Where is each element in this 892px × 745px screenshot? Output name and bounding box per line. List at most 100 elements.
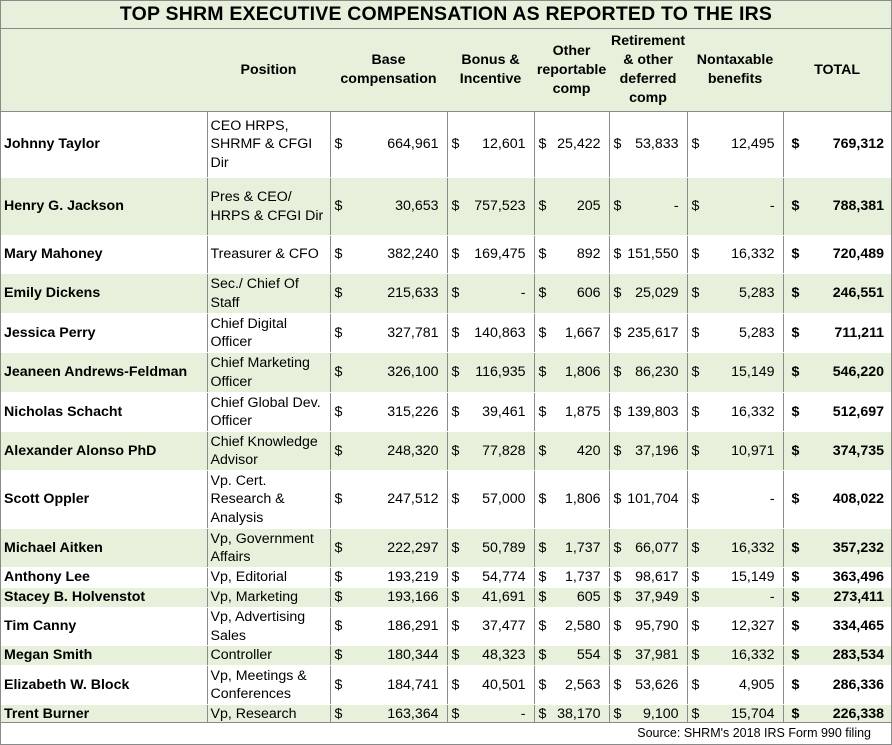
total-value: 273,411 — [805, 587, 892, 608]
currency-symbol: $ — [686, 111, 702, 178]
retirement-value: 25,029 — [623, 273, 688, 314]
currency-symbol: $ — [446, 235, 462, 274]
currency-symbol: $ — [782, 607, 806, 646]
currency-symbol: $ — [782, 177, 806, 236]
other-value: 1,806 — [548, 352, 610, 393]
header-name — [1, 29, 207, 112]
other-value: 1,737 — [548, 528, 610, 568]
employee-name: Emily Dickens — [1, 273, 207, 314]
currency-symbol: $ — [608, 352, 624, 393]
base-value: 327,781 — [344, 313, 448, 353]
sheet-title: TOP SHRM EXECUTIVE COMPENSATION AS REPOR… — [1, 1, 891, 29]
header-position: Position — [207, 29, 330, 112]
employee-position: Vp, Meetings & Conferences — [206, 665, 331, 705]
currency-symbol: $ — [686, 587, 702, 608]
retirement-value: 235,617 — [623, 313, 688, 353]
currency-symbol: $ — [446, 313, 462, 353]
currency-symbol: $ — [330, 528, 344, 568]
nontaxable-value: 16,332 — [701, 645, 784, 666]
currency-symbol: $ — [686, 607, 702, 646]
other-value: 205 — [548, 177, 610, 236]
currency-symbol: $ — [782, 111, 806, 178]
header-nontaxable: Nontaxable benefits — [687, 29, 784, 112]
total-value: 711,211 — [805, 313, 892, 353]
retirement-value: 139,803 — [623, 392, 688, 432]
employee-position: Vp, Marketing — [206, 587, 331, 608]
table-row: Nicholas Schacht Chief Global Dev. Office… — [1, 392, 892, 432]
employee-name: Mary Mahoney — [1, 235, 207, 274]
currency-symbol: $ — [446, 607, 462, 646]
header-bonus: Bonus & Incentive — [447, 29, 535, 112]
bonus-value: - — [461, 273, 535, 314]
currency-symbol: $ — [608, 665, 624, 705]
currency-symbol: $ — [533, 567, 549, 588]
currency-symbol: $ — [446, 352, 462, 393]
currency-symbol: $ — [608, 567, 624, 588]
base-value: 382,240 — [344, 235, 448, 274]
currency-symbol: $ — [533, 704, 549, 725]
table-row: Michael Aitken Vp, Government Affairs $222… — [1, 528, 892, 568]
total-value: 546,220 — [805, 352, 892, 393]
employee-name: Scott Oppler — [1, 470, 207, 529]
header-retirement: Retirement & other deferred comp — [609, 29, 688, 112]
retirement-value: 98,617 — [623, 567, 688, 588]
currency-symbol: $ — [782, 352, 806, 393]
currency-symbol: $ — [330, 665, 344, 705]
nontaxable-value: 12,327 — [701, 607, 784, 646]
employee-position: Chief Global Dev. Officer — [206, 392, 331, 432]
currency-symbol: $ — [330, 111, 344, 178]
base-value: 193,166 — [344, 587, 448, 608]
currency-symbol: $ — [533, 607, 549, 646]
employee-name: Jeaneen Andrews-Feldman — [1, 352, 207, 393]
base-value: 247,512 — [344, 470, 448, 529]
other-value: 420 — [548, 431, 610, 471]
currency-symbol: $ — [330, 470, 344, 529]
currency-symbol: $ — [686, 528, 702, 568]
currency-symbol: $ — [446, 567, 462, 588]
retirement-value: 101,704 — [623, 470, 688, 529]
total-value: 374,735 — [805, 431, 892, 471]
currency-symbol: $ — [330, 431, 344, 471]
currency-symbol: $ — [782, 645, 806, 666]
employee-name: Michael Aitken — [1, 528, 207, 568]
other-value: 38,170 — [548, 704, 610, 725]
currency-symbol: $ — [330, 587, 344, 608]
currency-symbol: $ — [533, 431, 549, 471]
employee-position: Vp, Editorial — [206, 567, 331, 588]
currency-symbol: $ — [686, 273, 702, 314]
base-value: 248,320 — [344, 431, 448, 471]
currency-symbol: $ — [446, 273, 462, 314]
retirement-value: 151,550 — [623, 235, 688, 274]
table-row: Anthony Lee Vp, Editorial $193,219 $54,774 $… — [1, 567, 892, 588]
table-row: Mary Mahoney Treasurer & CFO $382,240 $169,… — [1, 235, 892, 274]
currency-symbol: $ — [533, 111, 549, 178]
currency-symbol: $ — [533, 665, 549, 705]
currency-symbol: $ — [533, 470, 549, 529]
currency-symbol: $ — [782, 587, 806, 608]
table-row: Elizabeth W. Block Vp, Meetings & Confere… — [1, 665, 892, 705]
employee-name: Tim Canny — [1, 607, 207, 646]
currency-symbol: $ — [608, 645, 624, 666]
base-value: 186,291 — [344, 607, 448, 646]
other-value: 892 — [548, 235, 610, 274]
employee-name: Elizabeth W. Block — [1, 665, 207, 705]
currency-symbol: $ — [446, 704, 462, 725]
table-row: Stacey B. Holvenstot Vp, Marketing $193,16… — [1, 587, 892, 608]
currency-symbol: $ — [608, 392, 624, 432]
employee-name: Johnny Taylor — [1, 111, 207, 178]
bonus-value: 12,601 — [461, 111, 535, 178]
nontaxable-value: 15,704 — [701, 704, 784, 725]
nontaxable-value: 5,283 — [701, 273, 784, 314]
bonus-value: 39,461 — [461, 392, 535, 432]
employee-position: Chief Knowledge Advisor — [206, 431, 331, 471]
currency-symbol: $ — [686, 177, 702, 236]
currency-symbol: $ — [686, 235, 702, 274]
currency-symbol: $ — [686, 567, 702, 588]
other-value: 2,580 — [548, 607, 610, 646]
source-note: Source: SHRM's 2018 IRS Form 990 filing — [1, 722, 891, 744]
currency-symbol: $ — [608, 528, 624, 568]
table-row: Emily Dickens Sec./ Chief Of Staff $215,63… — [1, 273, 892, 314]
employee-name: Trent Burner — [1, 704, 207, 725]
currency-symbol: $ — [686, 431, 702, 471]
retirement-value: 37,981 — [623, 645, 688, 666]
